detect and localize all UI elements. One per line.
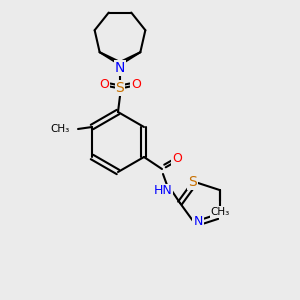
Text: S: S: [188, 175, 197, 189]
Text: N: N: [220, 207, 230, 220]
Text: HN: HN: [154, 184, 172, 197]
Text: O: O: [131, 77, 141, 91]
Text: O: O: [99, 77, 109, 91]
Text: N: N: [194, 215, 203, 228]
Text: CH₃: CH₃: [210, 207, 230, 217]
Text: N: N: [115, 61, 125, 75]
Text: S: S: [116, 81, 124, 95]
Text: CH₃: CH₃: [51, 124, 70, 134]
Text: O: O: [172, 152, 182, 166]
